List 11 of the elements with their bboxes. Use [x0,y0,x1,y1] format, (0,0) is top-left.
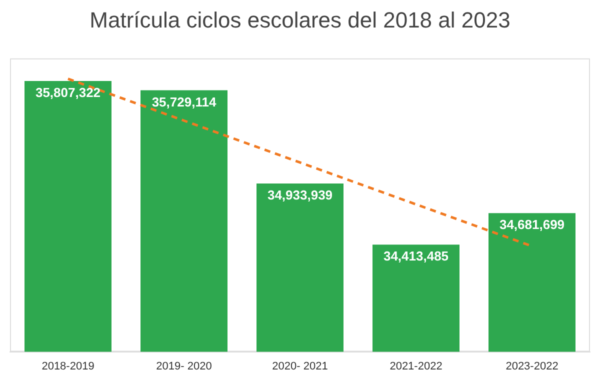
x-tick-label: 2018-2019 [42,360,94,372]
x-tick-label: 2020- 2021 [272,360,328,372]
data-label: 35,807,322 [35,85,101,100]
data-label: 34,681,699 [499,217,565,232]
x-tick-label: 2019- 2020 [156,360,212,372]
x-tick-label: 2021-2022 [390,360,442,372]
x-tick-label: 2023-2022 [506,360,558,372]
data-label: 35,729,114 [152,94,217,110]
data-label: 34,413,485 [383,248,449,264]
data-label: 34,933,939 [267,188,333,203]
chart-title: Matrícula ciclos escolares del 2018 al 2023 [90,7,510,32]
